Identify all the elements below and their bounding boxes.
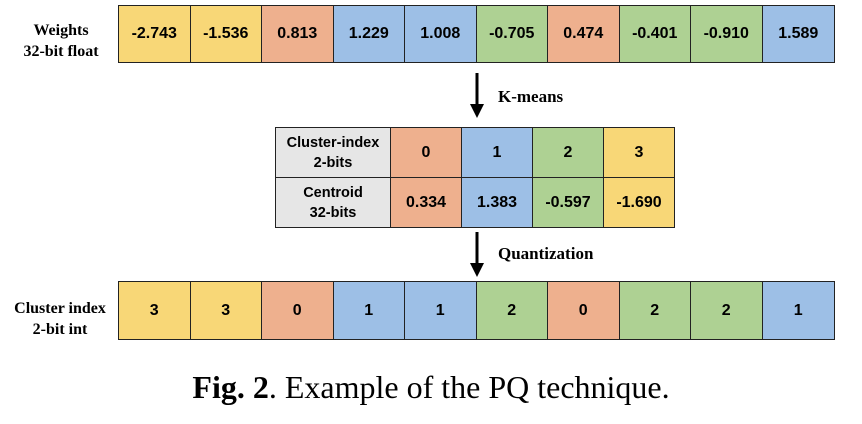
index-cell: 2 [476, 282, 548, 339]
weights-label-line1: Weights [33, 22, 89, 39]
figure-number: Fig. 2 [192, 369, 269, 405]
weight-cell: 1.008 [405, 6, 477, 62]
codebook-index-row: Cluster-index 2-bits 0 1 2 3 [275, 127, 675, 178]
centroid-cell: 0.334 [390, 177, 462, 228]
index-cell: 0 [262, 282, 334, 339]
index-cell: 3 [119, 282, 191, 339]
centroid-cell: -1.690 [603, 177, 675, 228]
cluster-index-label-line1: Cluster index [14, 300, 106, 317]
index-cell: 2 [691, 282, 763, 339]
weight-cell: -1.536 [190, 6, 262, 62]
weights-row-label: Weights 32-bit float [6, 20, 116, 62]
weights-label-line2: 32-bit float [23, 43, 99, 60]
weight-cell: 0.474 [548, 6, 620, 62]
index-cell: 3 [190, 282, 262, 339]
index-cell: 1 [333, 282, 405, 339]
figure-caption: Fig. 2. Example of the PQ technique. [0, 369, 862, 406]
codebook-index-cell: 0 [390, 127, 462, 178]
codebook-index-cell: 3 [603, 127, 675, 178]
kmeans-label: K-means [498, 87, 564, 106]
index-cell: 2 [619, 282, 691, 339]
weight-cell: 1.589 [762, 6, 834, 62]
down-arrow-icon [470, 73, 484, 118]
weight-cell: 1.229 [333, 6, 405, 62]
codebook-index-cell: 1 [461, 127, 533, 178]
centroid-cell: 1.383 [461, 177, 533, 228]
weight-cell: -2.743 [119, 6, 191, 62]
codebook-table: Cluster-index 2-bits 0 1 2 3 Centroid 32… [275, 127, 675, 228]
codebook-centroid-row: Centroid 32-bits 0.334 1.383 -0.597 -1.6… [275, 177, 675, 228]
cluster-index-label-line2: 2-bit int [32, 321, 88, 338]
weight-cell: -0.705 [476, 6, 548, 62]
cluster-index-strip: 3 3 0 1 1 2 0 2 2 1 [118, 281, 835, 340]
cluster-index-header: Cluster-index 2-bits [275, 127, 391, 178]
index-cell: 0 [548, 282, 620, 339]
weight-cell: -0.910 [691, 6, 763, 62]
index-cell: 1 [762, 282, 834, 339]
codebook-index-cell: 2 [532, 127, 604, 178]
weight-cell: 0.813 [262, 6, 334, 62]
index-cell: 1 [405, 282, 477, 339]
centroid-cell: -0.597 [532, 177, 604, 228]
weight-cell: -0.401 [619, 6, 691, 62]
caption-text: . Example of the PQ technique. [268, 369, 670, 405]
cluster-index-row-label: Cluster index 2-bit int [2, 298, 118, 340]
down-arrow-icon [470, 232, 484, 277]
weights-strip: -2.743 -1.536 0.813 1.229 1.008 -0.705 0… [118, 5, 835, 63]
quantization-label: Quantization [498, 244, 594, 263]
centroid-header: Centroid 32-bits [275, 177, 391, 228]
